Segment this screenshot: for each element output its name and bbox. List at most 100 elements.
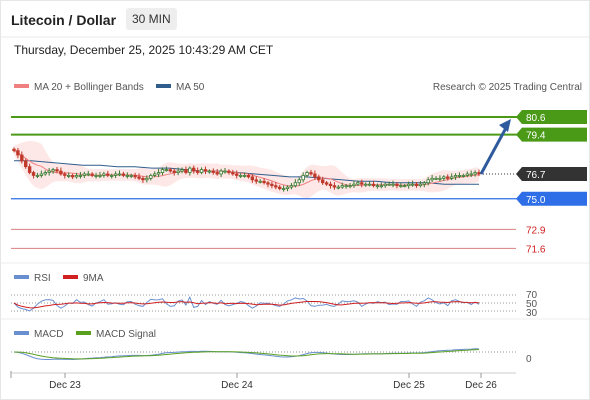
candle [352,180,356,188]
candle-body [227,170,231,173]
candle-body [309,172,313,175]
candle [156,169,161,178]
candle-body [109,175,114,177]
candle [469,170,473,178]
candle [199,167,204,175]
candle-body [39,173,44,176]
candle-body [12,148,16,152]
candle-body [430,177,434,181]
candle [31,170,36,179]
candle [63,171,67,179]
bollinger-band-fill [14,141,479,199]
candle-body [453,175,458,178]
candle-body [160,169,165,173]
candle [137,173,141,181]
candle-body [70,175,75,178]
macd-line [13,348,480,361]
candle-body [117,173,122,176]
macd-signal-legend-label: MACD Signal [96,329,156,340]
candle-body [281,188,286,190]
candle [12,147,16,153]
candle-body [184,169,188,173]
candle-body [403,185,407,188]
x-tick-label-dec-23: Dec 23 [49,380,81,391]
candle-body [231,172,235,175]
candle [160,167,165,176]
candle-body [324,182,329,185]
candle [387,181,391,186]
candle-body [461,175,466,177]
candle-body [258,180,262,183]
candle-body [289,185,294,188]
candle [207,169,212,174]
candle [113,171,118,179]
candle-body [152,173,157,176]
ma20-legend-label: MA 20 + Bollinger Bands [34,82,144,93]
candle-body [20,154,24,162]
level-label-76-7: 76.7 [526,170,546,181]
candle-body [51,169,55,172]
candle-body [35,175,40,177]
candle-body [332,185,337,188]
candle [235,170,239,179]
candle [70,173,75,180]
candle [246,173,251,179]
candle [410,180,415,187]
arrow-shaft [479,125,509,175]
candle [422,180,426,188]
candle [371,180,376,188]
candle [391,180,395,188]
candle [59,167,63,176]
candle-body [156,172,161,175]
level-tag-75-0: 75.0 [516,191,587,206]
candle [465,171,469,178]
candle-body [188,167,192,173]
level-tag-shape [516,166,587,181]
candle [215,169,219,176]
candle [125,172,130,179]
candle-body [340,185,344,188]
candle [348,183,352,189]
candle-body [391,183,395,186]
candle-body [31,172,36,176]
rsi-legend-label: RSI [34,273,51,284]
level-tag-shape [516,127,587,142]
level-tag-shape [516,110,587,125]
candle [106,170,110,178]
level-tag-76-7: 76.7 [516,166,587,181]
candle-body [55,169,59,172]
candle-body [320,179,325,184]
candle-body [78,175,83,177]
candle-body [141,177,145,181]
candle [274,182,278,190]
candle-body [270,183,274,187]
candle-body [426,179,430,184]
macd-tick-0: 0 [526,354,532,365]
candle-body [266,182,270,185]
candle-body [410,183,415,186]
macd-legend-swatch [14,331,29,335]
candle [285,185,290,192]
candle [195,167,200,175]
candle-body [395,183,399,187]
forecast-arrow [479,119,511,175]
candle [446,174,450,181]
candle-body [16,150,20,156]
timeframe-button[interactable]: 30 MIN [126,8,177,30]
candle-body [434,177,438,180]
candle-body [313,173,317,178]
rsi-tick-70: 70 [526,290,538,301]
candle-body [176,170,180,173]
candle-body [192,167,196,172]
candle-body [352,183,356,187]
candle-body [180,169,184,172]
ma50-legend-label: MA 50 [176,82,205,93]
candle [86,170,90,177]
level-tag-80-6: 80.6 [516,110,587,125]
candle [313,170,317,180]
candle [266,180,270,188]
rsi-tick-50: 50 [526,299,538,310]
candle-body [246,175,251,178]
candle-body [379,185,384,188]
